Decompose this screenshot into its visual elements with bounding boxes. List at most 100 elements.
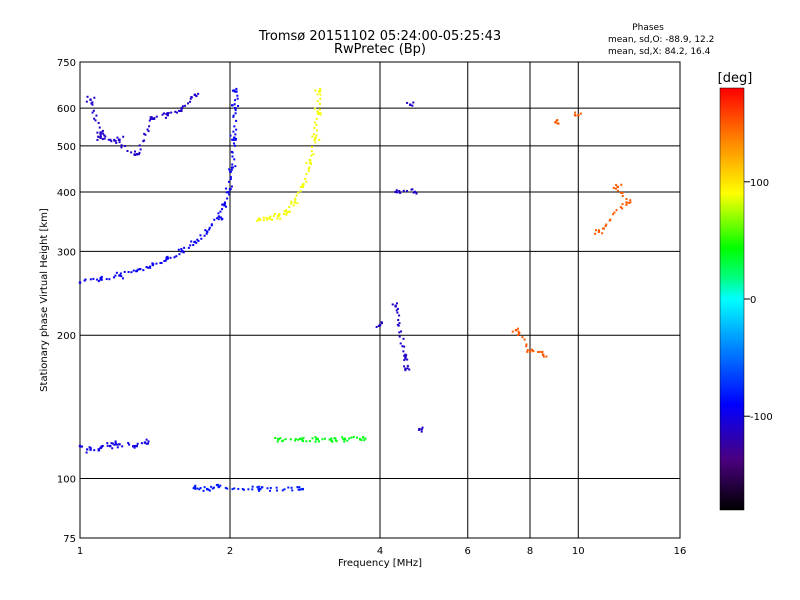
- data-point: [556, 119, 559, 122]
- data-point: [155, 115, 158, 118]
- data-point: [208, 489, 211, 492]
- data-point: [91, 101, 94, 104]
- data-point: [281, 440, 284, 443]
- data-point: [227, 191, 230, 194]
- y-tick-label: 100: [57, 475, 76, 486]
- data-point: [294, 439, 297, 442]
- data-point: [307, 169, 310, 172]
- data-point: [274, 436, 277, 439]
- data-point: [180, 108, 183, 111]
- data-point: [319, 112, 322, 115]
- data-point: [378, 323, 382, 327]
- data-point: [614, 187, 617, 190]
- data-point: [514, 328, 518, 332]
- data-point: [574, 111, 577, 114]
- data-point: [234, 133, 237, 136]
- data-point: [99, 136, 102, 139]
- data-point: [235, 90, 238, 93]
- data-point: [93, 96, 96, 99]
- data-point: [99, 276, 102, 279]
- data-point: [319, 113, 322, 116]
- data-point: [315, 438, 318, 441]
- data-point: [190, 96, 193, 99]
- data-point: [190, 240, 193, 243]
- data-point: [85, 451, 88, 454]
- data-point: [97, 121, 100, 124]
- x-tick-label: 6: [465, 546, 471, 557]
- data-point: [629, 199, 632, 202]
- data-point: [293, 201, 297, 204]
- data-point: [409, 103, 412, 106]
- data-point: [199, 487, 202, 490]
- chart-title: Tromsø 20151102 05:24:00-05:25:43: [258, 29, 501, 44]
- x-tick-label: 1: [77, 546, 83, 557]
- data-point: [307, 167, 310, 170]
- data-point: [212, 486, 215, 489]
- data-point: [518, 331, 521, 334]
- data-point: [230, 150, 233, 153]
- data-point: [89, 98, 92, 101]
- data-point: [117, 138, 120, 141]
- data-point: [294, 197, 297, 200]
- data-point: [118, 141, 121, 144]
- data-point: [323, 437, 326, 440]
- data-point: [217, 212, 220, 215]
- phase-colorbar: [deg] 100 0 -100: [718, 71, 773, 511]
- data-point: [294, 438, 297, 441]
- data-point: [166, 113, 169, 117]
- data-point: [106, 444, 109, 447]
- data-point: [121, 445, 124, 448]
- data-point: [364, 437, 367, 440]
- data-point: [541, 350, 544, 353]
- data-point: [319, 98, 322, 101]
- data-point: [135, 444, 138, 448]
- data-point: [319, 87, 322, 90]
- data-point: [598, 229, 601, 232]
- data-point: [314, 440, 317, 443]
- data-point: [79, 445, 82, 448]
- data-point: [334, 437, 337, 440]
- data-point: [225, 187, 228, 190]
- data-point: [404, 355, 407, 359]
- data-point: [395, 309, 398, 312]
- data-point: [298, 486, 301, 489]
- data-point: [114, 274, 117, 277]
- data-point: [296, 486, 299, 489]
- colorbar-tick-label: 100: [750, 178, 769, 189]
- data-point: [342, 438, 345, 441]
- data-point: [313, 139, 316, 142]
- data-point: [174, 110, 177, 113]
- data-point: [120, 144, 123, 147]
- data-point: [542, 355, 545, 358]
- data-point: [133, 444, 136, 447]
- data-point: [199, 234, 202, 237]
- data-point: [234, 106, 237, 110]
- data-point: [96, 278, 99, 281]
- data-point: [352, 435, 355, 438]
- data-point: [99, 446, 102, 450]
- data-point: [269, 489, 272, 492]
- data-point: [138, 144, 141, 147]
- x-tick-label: 2: [227, 546, 233, 557]
- data-point: [391, 303, 394, 306]
- data-point: [420, 430, 423, 433]
- data-point: [621, 207, 624, 210]
- data-point: [257, 217, 260, 220]
- data-point: [93, 117, 96, 120]
- y-tick-label: 300: [57, 247, 76, 258]
- data-point: [318, 138, 321, 141]
- data-point: [605, 223, 608, 226]
- data-point: [138, 268, 141, 271]
- data-point: [142, 140, 145, 143]
- data-point: [91, 103, 94, 106]
- data-point: [149, 266, 152, 269]
- data-point: [530, 348, 533, 351]
- data-point: [197, 92, 200, 95]
- data-point: [182, 251, 185, 254]
- data-point: [275, 489, 278, 492]
- data-point: [343, 440, 346, 443]
- phase-stats-label: Phases: [632, 23, 664, 33]
- data-point: [511, 330, 514, 333]
- data-point: [619, 206, 622, 209]
- data-point: [236, 97, 239, 100]
